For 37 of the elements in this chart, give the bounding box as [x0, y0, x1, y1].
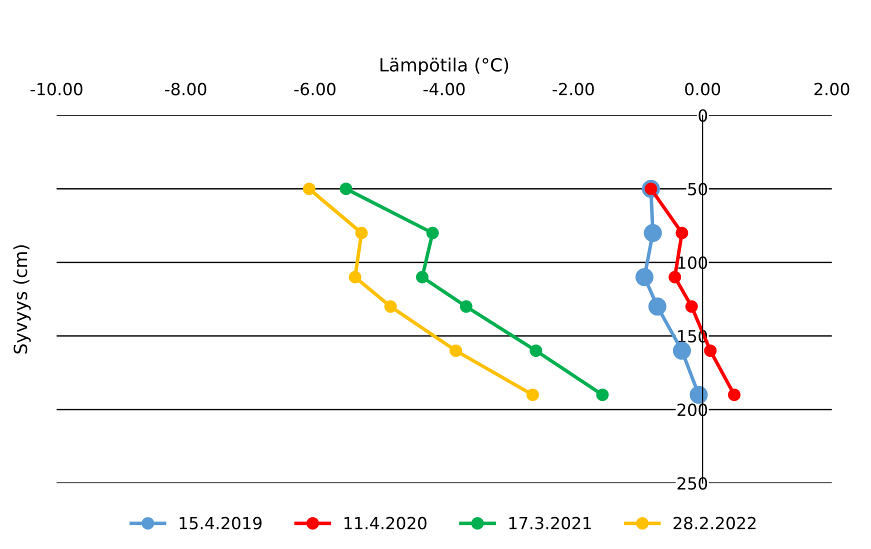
point: [340, 182, 352, 196]
point: [526, 388, 539, 402]
point: [648, 298, 666, 316]
y-tick-label: 0: [698, 109, 708, 122]
x-tick-label: -10.00: [30, 82, 82, 96]
point: [676, 226, 688, 240]
point: [348, 270, 362, 284]
legend-label: 28.2.2022: [674, 516, 756, 530]
x-axis-title: Lämpötila (°C): [380, 58, 508, 76]
point: [728, 388, 741, 402]
x-tick-label: -2.00: [552, 82, 594, 96]
point: [302, 182, 316, 196]
point: [355, 226, 368, 240]
point: [460, 300, 472, 313]
x-tick-label: -6.00: [294, 82, 336, 96]
y-axis-title: Syvyys (cm): [13, 245, 31, 354]
x-tick-label: 2.00: [814, 82, 850, 96]
x-tick-label: -4.00: [423, 82, 465, 96]
point: [704, 344, 717, 357]
point: [384, 300, 397, 313]
point: [530, 344, 542, 357]
point: [668, 270, 682, 284]
point: [635, 268, 654, 286]
point: [596, 388, 609, 402]
point: [644, 224, 662, 242]
point: [450, 344, 462, 357]
legend-label: 11.4.2020: [344, 516, 426, 530]
x-tick-label: 0.00: [685, 82, 720, 96]
point: [672, 342, 691, 360]
y-tick-label: 250: [678, 477, 708, 490]
x-tick-label: -8.00: [165, 82, 206, 96]
legend-label: 17.3.2021: [509, 516, 591, 530]
point: [416, 270, 428, 284]
point: [685, 300, 698, 313]
point: [426, 226, 439, 240]
legend-label: 15.4.2019: [180, 516, 262, 530]
point: [690, 386, 708, 404]
